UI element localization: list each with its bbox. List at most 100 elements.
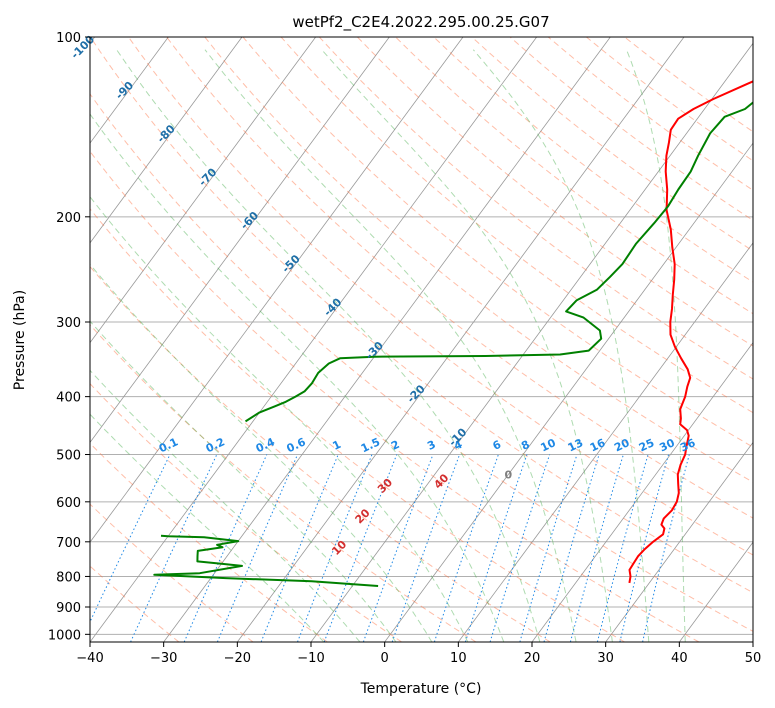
- x-tick-label: −20: [224, 651, 251, 666]
- mixing-ratio-line: [362, 454, 434, 642]
- moist-adiabat-line: [116, 49, 541, 642]
- moist-adiabat-line: [90, 263, 433, 642]
- mixing-ratio-label: 30: [657, 436, 677, 454]
- mixing-ratio-label: 1: [331, 438, 343, 453]
- dry-adiabat-line: [547, 37, 753, 191]
- mixing-ratio-label: 0.1: [157, 435, 180, 455]
- moist-adiabat-line: [90, 413, 325, 642]
- dry-adiabat-line: [357, 37, 753, 347]
- mixing-ratio-line: [297, 454, 373, 642]
- dry-adiabat-line: [90, 324, 477, 642]
- moist-adiabat-line: [321, 49, 613, 642]
- mixing-ratio-label: 36: [678, 436, 698, 454]
- freezing-level-label: 0: [504, 469, 512, 482]
- y-tick-label: 400: [56, 391, 81, 406]
- mixing-ratio-line: [569, 454, 624, 642]
- isotherm-line: [237, 37, 685, 642]
- mixing-ratio-label: 1.5: [359, 435, 382, 455]
- dry-adiabat-line: [90, 93, 753, 632]
- dry-adiabat-label: 20: [353, 506, 373, 526]
- sounding-series: [153, 80, 753, 587]
- y-tick-label: 500: [56, 449, 81, 464]
- mixing-ratio-label: 0.6: [285, 435, 308, 455]
- x-axis-label: Temperature (°C): [360, 681, 482, 697]
- moist-adiabat-line: [204, 49, 577, 642]
- moist-adiabat-label: -80: [155, 122, 178, 145]
- mixing-ratio-line: [619, 454, 670, 642]
- mixing-ratio-line: [489, 454, 551, 642]
- mixing-ratio-line: [323, 454, 398, 642]
- mixing-ratio-label: 0.4: [254, 435, 277, 455]
- x-tick-label: −40: [76, 651, 103, 666]
- x-tick-label: 40: [671, 651, 688, 666]
- isotherm-line: [310, 42, 753, 642]
- mixing-ratio-label: 0.2: [204, 435, 227, 455]
- mixing-ratio-line: [391, 454, 461, 642]
- mixing-ratio-line: [596, 454, 649, 642]
- dry-adiabat-line: [471, 37, 753, 252]
- y-axis-ticks: 100 200 300 400 500 600 700 800 900 1000: [48, 31, 90, 643]
- moist-adiabat-line: [90, 196, 469, 642]
- y-tick-label: 200: [56, 211, 81, 226]
- x-tick-label: 0: [381, 651, 389, 666]
- plot-frame: [89, 36, 754, 643]
- moist-adiabat-label: -70: [196, 165, 219, 188]
- x-tick-label: −10: [297, 651, 324, 666]
- moist-adiabat-line: [90, 369, 361, 642]
- x-tick-label: 30: [597, 651, 614, 666]
- dry-adiabat-line: [318, 37, 753, 380]
- mixing-ratio-label: 2: [389, 438, 401, 453]
- mixing-ratio-line: [519, 454, 578, 642]
- y-tick-label: 900: [56, 601, 81, 616]
- mixing-ratio-label: 3: [425, 438, 437, 453]
- x-tick-label: −30: [150, 651, 177, 666]
- mixing-ratio-line: [90, 454, 171, 623]
- dry-adiabat-line: [509, 37, 753, 221]
- dry-adiabat-line: [90, 503, 254, 642]
- dry-adiabat-line: [90, 37, 753, 594]
- isotherm-line: [90, 37, 390, 444]
- y-tick-label: 1000: [48, 628, 81, 643]
- moist-adiabat-label: -90: [113, 79, 136, 102]
- mixing-ratio-label: 10: [539, 436, 559, 454]
- isotherm-line: [384, 142, 753, 642]
- isotherm-line: [458, 242, 753, 642]
- y-tick-label: 800: [56, 570, 81, 585]
- mixing-ratio-line: [433, 454, 499, 642]
- y-tick-label: 700: [56, 536, 81, 551]
- dry-adiabats: [90, 37, 753, 642]
- dry-adiabat-label: 10: [329, 538, 349, 558]
- mixing-ratio-label: 6: [491, 438, 504, 453]
- moist-adiabat-line: [626, 49, 686, 642]
- dry-adiabat-label: 30: [375, 476, 395, 496]
- moist-adiabat-line: [90, 320, 397, 642]
- y-tick-label: 600: [56, 496, 81, 511]
- y-axis-label: Pressure (hPa): [12, 290, 28, 390]
- isotherm-line: [752, 641, 753, 642]
- mixing-ratio-line: [642, 454, 690, 642]
- moist-adiabat-line: [472, 49, 650, 642]
- dewpoint-profile-line: [153, 534, 379, 587]
- chart-title: wetPf2_C2E4.2022.295.00.25.G07: [292, 13, 549, 32]
- dry-adiabat-line: [90, 150, 700, 642]
- dry-adiabat-line: [624, 37, 753, 133]
- x-tick-label: 10: [450, 651, 467, 666]
- mixing-ratio-line: [260, 454, 339, 642]
- mixing-ratio-line: [543, 454, 600, 642]
- moist-adiabat-label: -10: [446, 425, 469, 448]
- isotherm-line: [90, 37, 169, 144]
- dry-adiabat-line: [90, 382, 402, 642]
- temperature-profile-line: [628, 80, 753, 584]
- dry-adiabat-line: [128, 37, 753, 556]
- mixing-ratio-label: 20: [612, 436, 632, 454]
- isotherm-line: [90, 37, 243, 244]
- isotherm-line: [605, 441, 753, 642]
- mixing-ratio-line: [464, 454, 528, 642]
- isotherm-line: [531, 341, 753, 642]
- mixing-ratio-label: 16: [588, 436, 608, 454]
- isotherm-line: [679, 541, 753, 642]
- isotherm-line: [90, 37, 317, 344]
- isotherm-line: [163, 37, 611, 642]
- y-tick-label: 300: [56, 316, 81, 331]
